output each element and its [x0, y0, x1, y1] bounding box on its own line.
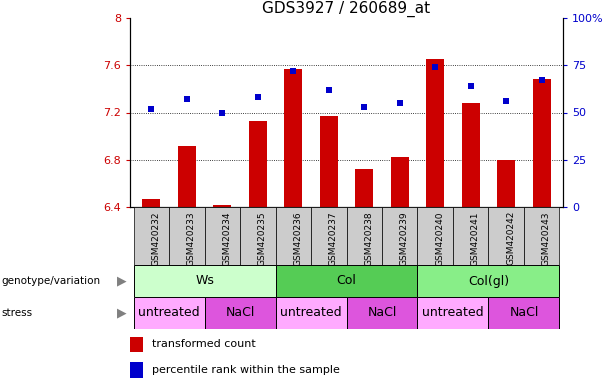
Text: GSM420242: GSM420242 — [506, 211, 515, 265]
Bar — [391, 157, 409, 207]
Point — [537, 77, 547, 83]
Bar — [417, 265, 560, 297]
Text: untreated: untreated — [280, 306, 342, 319]
Text: GSM420241: GSM420241 — [471, 211, 480, 266]
Text: GSM420239: GSM420239 — [400, 211, 409, 266]
Bar — [134, 297, 205, 329]
Bar — [275, 297, 346, 329]
Text: untreated: untreated — [138, 306, 200, 319]
Text: Ws: Ws — [195, 275, 214, 288]
Text: stress: stress — [1, 308, 32, 318]
Bar — [169, 207, 205, 265]
Text: GSM420240: GSM420240 — [435, 211, 444, 266]
Bar — [130, 362, 143, 377]
Bar — [346, 207, 382, 265]
Bar — [311, 207, 346, 265]
Point — [359, 104, 369, 110]
Bar — [417, 207, 453, 265]
Point — [147, 106, 156, 112]
Bar — [284, 69, 302, 207]
Point — [395, 100, 405, 106]
Text: GSM420236: GSM420236 — [293, 211, 302, 266]
Bar — [524, 207, 560, 265]
Text: GSM420233: GSM420233 — [187, 211, 196, 266]
Text: NaCl: NaCl — [367, 306, 397, 319]
Point — [253, 94, 263, 101]
Text: ▶: ▶ — [117, 275, 127, 288]
Bar — [275, 207, 311, 265]
Point — [288, 68, 298, 74]
Text: GSM420232: GSM420232 — [151, 211, 160, 266]
Text: GSM420238: GSM420238 — [364, 211, 373, 266]
Text: NaCl: NaCl — [226, 306, 255, 319]
Bar — [356, 169, 373, 207]
Point — [466, 83, 476, 89]
Bar — [178, 146, 196, 207]
Text: percentile rank within the sample: percentile rank within the sample — [151, 365, 340, 375]
Text: GSM420237: GSM420237 — [329, 211, 338, 266]
Bar — [462, 103, 479, 207]
Bar — [134, 265, 275, 297]
Bar — [240, 207, 275, 265]
Text: Col: Col — [337, 275, 356, 288]
Bar — [417, 297, 489, 329]
Text: GSM420234: GSM420234 — [223, 211, 231, 266]
Text: genotype/variation: genotype/variation — [1, 276, 101, 286]
Bar — [205, 207, 240, 265]
Text: Col(gl): Col(gl) — [468, 275, 509, 288]
Bar — [249, 121, 267, 207]
Bar — [275, 265, 417, 297]
Bar — [453, 207, 489, 265]
Text: NaCl: NaCl — [509, 306, 539, 319]
Text: transformed count: transformed count — [151, 339, 256, 349]
Text: ▶: ▶ — [117, 306, 127, 319]
Bar — [533, 79, 550, 207]
Point — [218, 109, 227, 116]
Bar — [346, 297, 417, 329]
Title: GDS3927 / 260689_at: GDS3927 / 260689_at — [262, 0, 430, 17]
Bar — [205, 297, 275, 329]
Bar — [320, 116, 338, 207]
Point — [182, 96, 192, 103]
Bar — [489, 207, 524, 265]
Bar — [213, 205, 231, 207]
Bar — [382, 207, 417, 265]
Bar — [427, 60, 444, 207]
Bar — [489, 297, 560, 329]
Bar — [497, 160, 515, 207]
Point — [501, 98, 511, 104]
Bar — [130, 337, 143, 352]
Point — [324, 87, 333, 93]
Text: untreated: untreated — [422, 306, 484, 319]
Bar — [142, 199, 160, 207]
Text: GSM420235: GSM420235 — [258, 211, 267, 266]
Bar — [134, 207, 169, 265]
Text: GSM420243: GSM420243 — [542, 211, 550, 266]
Point — [430, 64, 440, 70]
